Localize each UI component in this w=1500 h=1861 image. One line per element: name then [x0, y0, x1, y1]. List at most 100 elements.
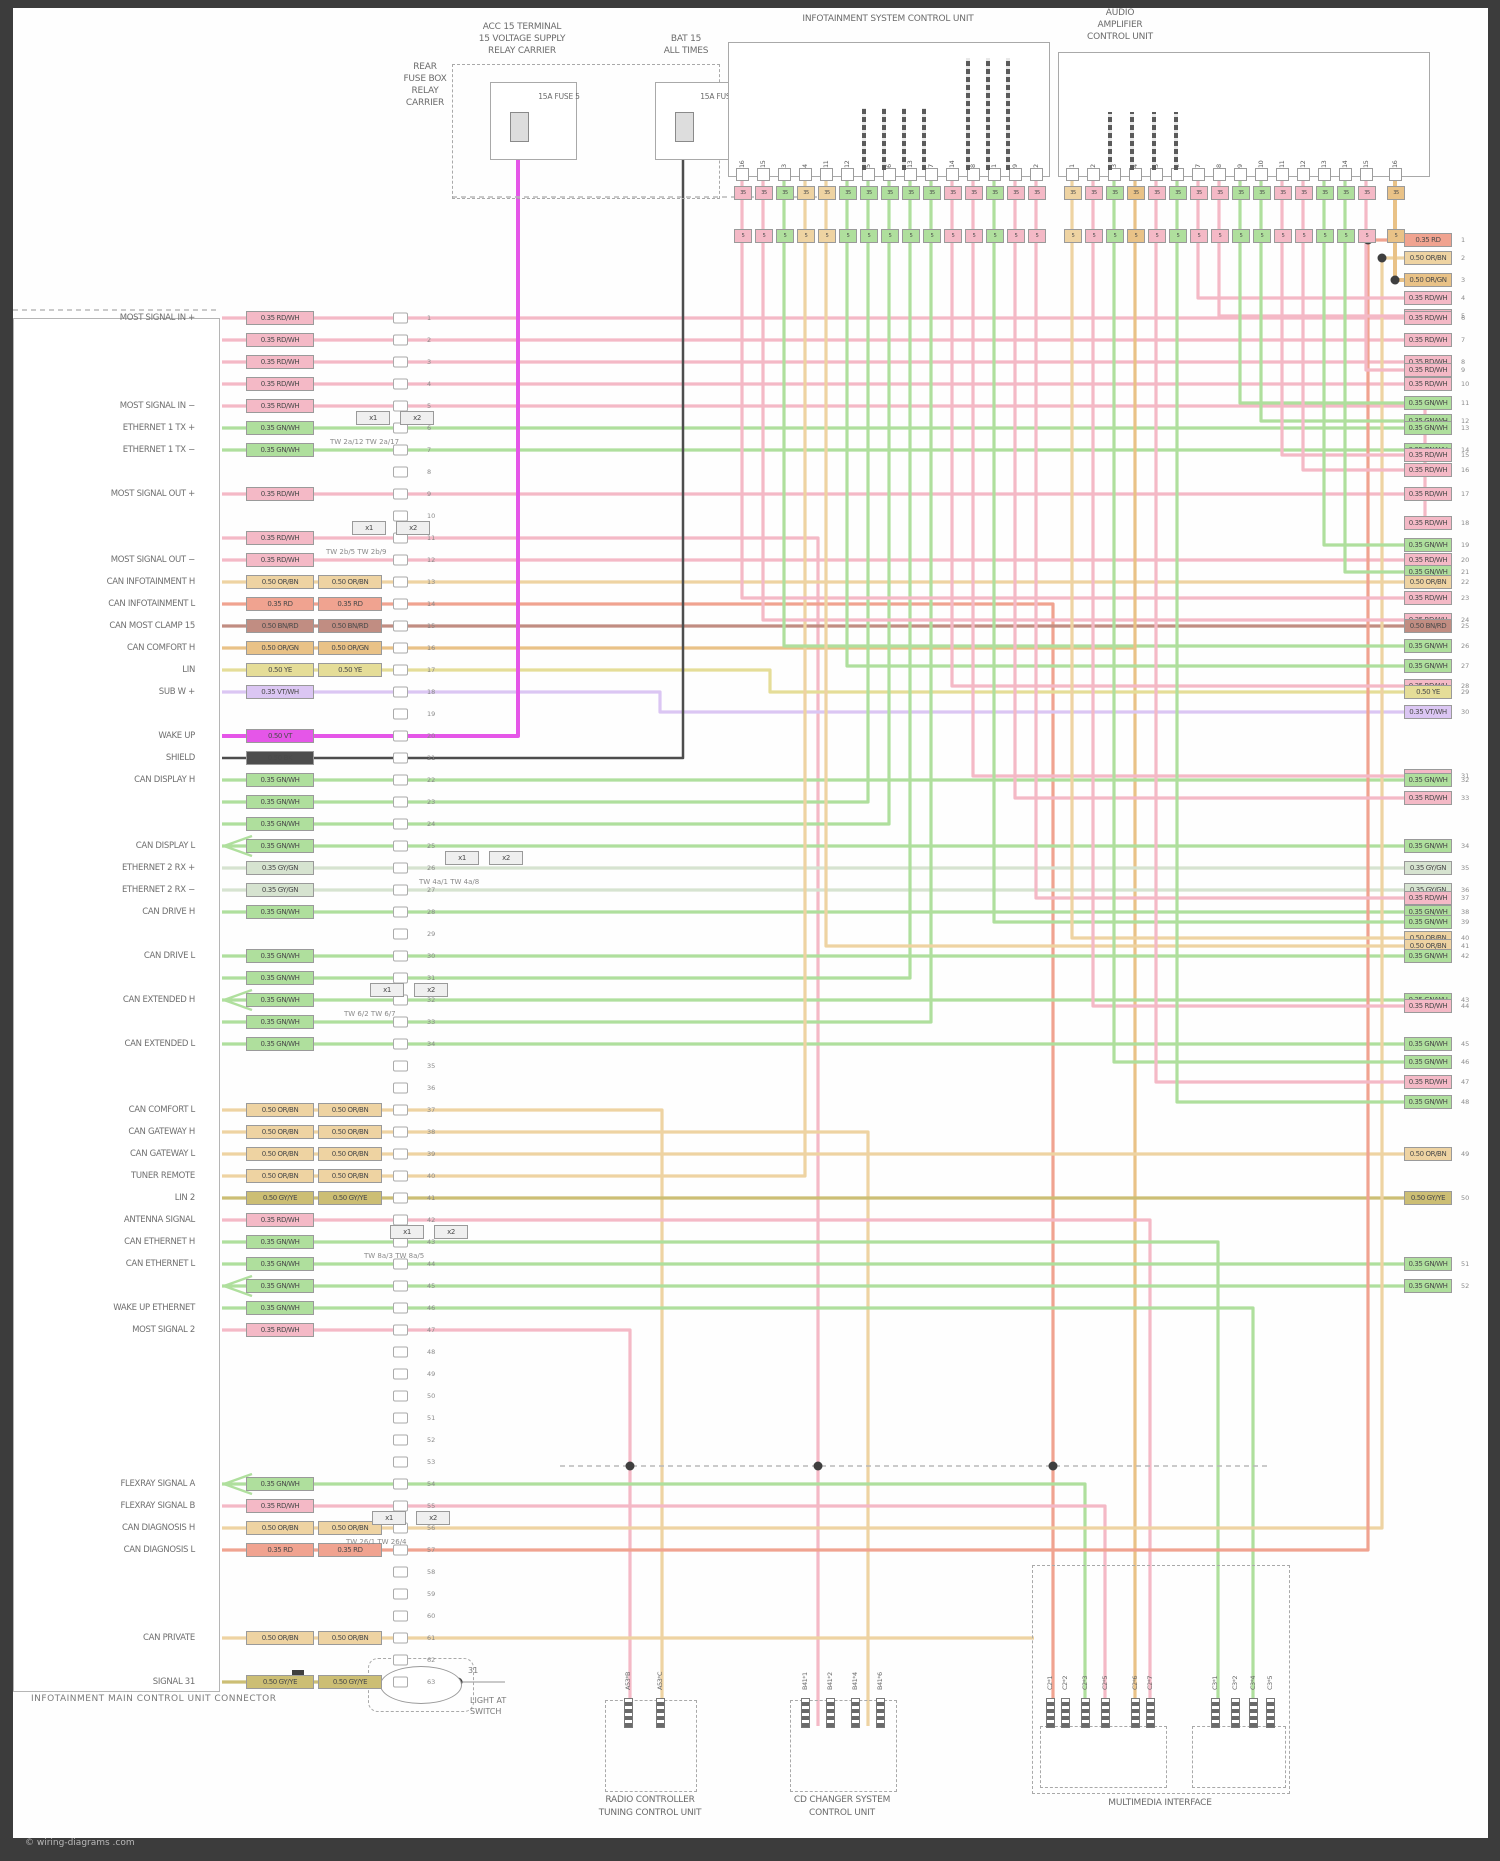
- signal-label: CAN MOST CLAMP 15: [109, 621, 195, 631]
- wire: [222, 1218, 1152, 1726]
- unit-a-wire-label: 5: [923, 229, 941, 243]
- infotainment-control-unit-title: INFOTAINMENT SYSTEM CONTROL UNIT: [802, 14, 974, 24]
- multimedia-box-label: MULTIMEDIA INTERFACE: [1108, 1798, 1212, 1808]
- unit-b-pin-stub: [1192, 168, 1205, 181]
- right-pin-number: 4: [1461, 294, 1466, 302]
- junction-dot: [1377, 253, 1387, 263]
- left-box-pin-number: 27: [427, 886, 436, 894]
- left-box-pin: [393, 1390, 408, 1402]
- unit-b-pin-stub: [1389, 168, 1402, 181]
- left-box-pin-number: 26: [427, 864, 436, 872]
- signal-label: MOST SIGNAL IN +: [119, 313, 196, 323]
- unit-b-wire-label: 5: [1169, 229, 1187, 243]
- left-box-pin: [393, 488, 408, 500]
- unit-a-pin-stub: [967, 168, 980, 181]
- unit-b-pin-number: 9: [1236, 164, 1244, 168]
- wire-code-label: 0.50 YE: [246, 663, 314, 677]
- wire: [222, 690, 1448, 714]
- wire-code-label: 0.50 BN/RD: [246, 619, 314, 633]
- left-box-pin: [393, 1082, 408, 1094]
- unit-b-wire-label: 5: [1085, 229, 1103, 243]
- unit-b-wire-label: 35: [1106, 186, 1124, 200]
- wire: [223, 834, 253, 848]
- unit-a-wire-label: 5: [734, 229, 752, 243]
- unit-a-wire-label: 5: [881, 229, 899, 243]
- wire-code-label: 0.35 GN/WH: [246, 839, 314, 853]
- unit-a-wire-label: 35: [860, 186, 878, 200]
- signal-label: CAN DIAGNOSIS H: [121, 1523, 195, 1533]
- left-box-pin-number: 9: [427, 490, 432, 498]
- right-pin-number: 46: [1461, 1058, 1470, 1066]
- unit-b-pin-id-mark: [1174, 112, 1178, 170]
- signal-label: CAN INFOTAINMENT H: [106, 577, 196, 587]
- connector-b-pin-tag: B41*6: [876, 1672, 884, 1690]
- unit-a-wire-label: 35: [1007, 186, 1025, 200]
- signal-label: SHIELD: [165, 753, 195, 763]
- wire-code-label: 0.50 OR/BN: [318, 1169, 382, 1183]
- left-box-pin-number: 35: [427, 1062, 436, 1070]
- right-pin-number: 34: [1461, 842, 1470, 850]
- wire-code-label: 0.35 RD: [318, 597, 382, 611]
- left-box-pin: [393, 1346, 408, 1358]
- left-box-pin-number: 51: [427, 1414, 436, 1422]
- right-pin-number: 49: [1461, 1150, 1470, 1158]
- left-box-pin: [393, 1038, 408, 1050]
- left-box-pin-number: 43: [427, 1238, 436, 1246]
- left-box-pin: [393, 1324, 408, 1336]
- signal-label: SUB W +: [158, 687, 196, 697]
- unit-b-pin-stub: [1360, 168, 1373, 181]
- right-pin-number: 38: [1461, 908, 1470, 916]
- unit-a-pin-id-mark: [922, 108, 926, 170]
- right-pin-code-label: 0.50 OR/GN: [1404, 273, 1452, 287]
- unit-a-pin-number: 9: [1011, 164, 1019, 168]
- left-box-pin: [393, 642, 408, 654]
- fusebox-side-label-4: CARRIER: [405, 98, 445, 108]
- left-box-pin: [393, 334, 408, 346]
- unit-a-wire-label: 5: [776, 229, 794, 243]
- junction-dot: [1048, 1461, 1058, 1471]
- left-box-pin: [393, 686, 408, 698]
- unit-a-wire-label: 5: [755, 229, 773, 243]
- signal-label: FLEXRAY SIGNAL A: [120, 1479, 195, 1489]
- wire-code-label: 0.50 BN/RD: [318, 619, 382, 633]
- right-pin-number: 5: [1461, 312, 1466, 320]
- unit-b-wire-label: 35: [1387, 186, 1405, 200]
- inline-connector-caption: TW 2a/12 TW 2a/17: [330, 438, 400, 446]
- wire-code-label: 0.50 OR/BN: [246, 575, 314, 589]
- lamp-caption-2: SWITCH: [470, 1707, 502, 1716]
- unit-a-pin-stub: [904, 168, 917, 181]
- left-box-pin-number: 14: [427, 600, 436, 608]
- right-pin-number: 28: [1461, 682, 1470, 690]
- left-box-pin-number: 18: [427, 688, 436, 696]
- wire: [1280, 180, 1448, 457]
- junction-dot: [813, 1461, 823, 1471]
- left-box-pin: [393, 818, 408, 830]
- signal-label: MOST SIGNAL OUT +: [110, 489, 196, 499]
- right-pin-number: 18: [1461, 519, 1470, 527]
- multimedia-1-pin-tag: C2*6: [1131, 1675, 1139, 1690]
- bottom-connector-b-label-1: CD CHANGER SYSTEM: [793, 1795, 891, 1805]
- unit-b-wire-label: 35: [1232, 186, 1250, 200]
- unit-a-pin-stub: [862, 168, 875, 181]
- unit-a-wire-label: 5: [839, 229, 857, 243]
- wire-code-label: 0.50 OR/GN: [246, 641, 314, 655]
- left-box-pin: [393, 1544, 408, 1556]
- signal-label: ANTENNA SIGNAL: [123, 1215, 195, 1225]
- right-pin-code-label: 0.35 RD/WH: [1404, 891, 1452, 905]
- wire: [222, 180, 933, 1024]
- wire: [222, 140, 520, 738]
- right-pin-number: 3: [1461, 276, 1466, 284]
- wire-code-label: 0.35 GN/WH: [246, 1037, 314, 1051]
- left-box-pin-number: 20: [427, 732, 436, 740]
- left-box-pin-number: 7: [427, 446, 432, 454]
- unit-b-wire-label: 35: [1085, 186, 1103, 200]
- wire-code-label: 0.35 GN/WH: [246, 949, 314, 963]
- unit-a-pin-number: 14: [948, 160, 956, 168]
- right-pin-code-label: 0.35 GN/WH: [1404, 949, 1452, 963]
- wire: [1070, 180, 1448, 940]
- inline-connector: x2: [434, 1225, 468, 1239]
- signal-label: CAN PRIVATE: [142, 1633, 195, 1643]
- left-box-pin: [393, 1060, 408, 1072]
- right-pin-code-label: 0.35 RD/WH: [1404, 591, 1452, 605]
- left-box-pin-number: 8: [427, 468, 432, 476]
